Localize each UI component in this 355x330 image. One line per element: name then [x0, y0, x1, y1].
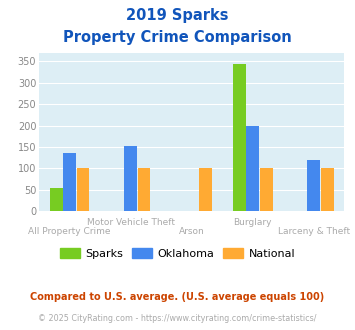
Bar — [50, 188, 62, 211]
Text: Larceny & Theft: Larceny & Theft — [278, 227, 350, 236]
Bar — [124, 146, 137, 211]
Bar — [233, 64, 246, 211]
Text: © 2025 CityRating.com - https://www.cityrating.com/crime-statistics/: © 2025 CityRating.com - https://www.city… — [38, 314, 317, 323]
Text: Arson: Arson — [179, 227, 204, 236]
Text: 2019 Sparks: 2019 Sparks — [126, 8, 229, 23]
Bar — [321, 168, 334, 211]
Text: All Property Crime: All Property Crime — [28, 227, 111, 236]
Bar — [77, 168, 89, 211]
Text: Burglary: Burglary — [234, 217, 272, 226]
Bar — [246, 126, 259, 211]
Bar — [138, 168, 151, 211]
Text: Property Crime Comparison: Property Crime Comparison — [63, 30, 292, 45]
Bar — [307, 160, 320, 211]
Text: Motor Vehicle Theft: Motor Vehicle Theft — [87, 217, 175, 226]
Text: Compared to U.S. average. (U.S. average equals 100): Compared to U.S. average. (U.S. average … — [31, 292, 324, 302]
Legend: Sparks, Oklahoma, National: Sparks, Oklahoma, National — [55, 244, 300, 263]
Bar — [260, 168, 273, 211]
Bar — [199, 168, 212, 211]
Bar — [63, 153, 76, 211]
